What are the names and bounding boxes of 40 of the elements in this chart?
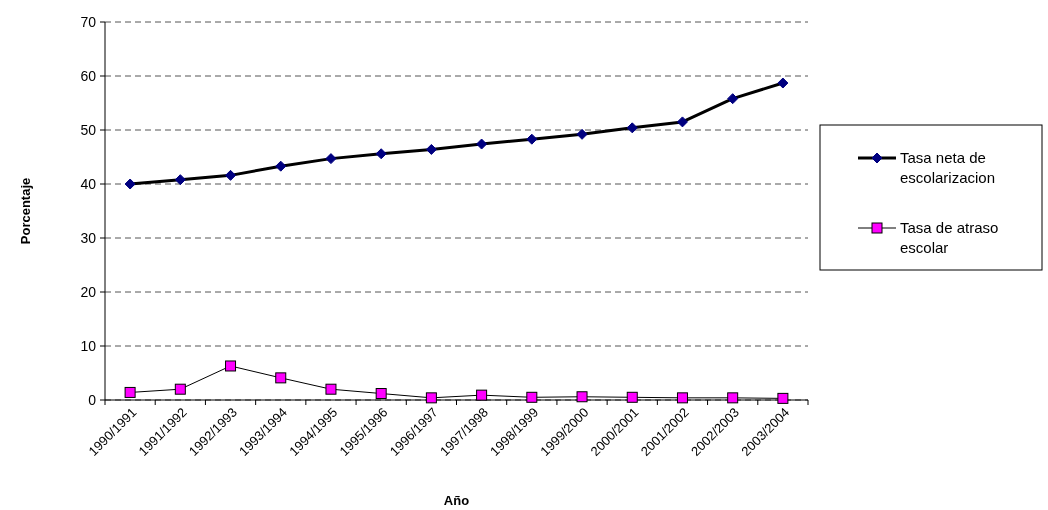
point [626,122,638,134]
point [777,392,789,404]
y-tick-label: 40 [80,175,97,192]
point [325,153,337,165]
point [676,392,688,404]
point [174,383,186,395]
point [727,392,739,404]
y-axis-title: Porcentaje [18,177,33,245]
x-axis-title: Año [443,493,470,508]
y-tick-label: 20 [80,283,97,300]
point [425,392,437,404]
point [576,128,588,140]
point [275,372,287,384]
y-tick-label: 50 [80,121,97,138]
y-tick-label: 60 [80,67,97,84]
y-tick-label: 0 [88,391,97,408]
point [777,77,789,89]
point [225,169,237,181]
y-tick-label: 70 [80,13,97,30]
point [727,93,739,105]
point [325,383,337,395]
y-tick-label: 10 [80,337,97,354]
legend-label: Tasa de atraso escolar [900,219,999,257]
point [576,391,588,403]
legend-label: Tasa neta de escolarizacion [900,149,996,187]
point [526,133,538,145]
point [375,388,387,400]
point [225,360,237,372]
point [476,138,488,150]
point [425,143,437,155]
point [626,391,638,403]
point [275,160,287,172]
point [526,391,538,403]
point [476,389,488,401]
point [124,178,136,190]
point [375,148,387,160]
point [676,116,688,128]
point [124,386,136,398]
y-tick-label: 30 [80,229,97,246]
point [174,174,186,186]
